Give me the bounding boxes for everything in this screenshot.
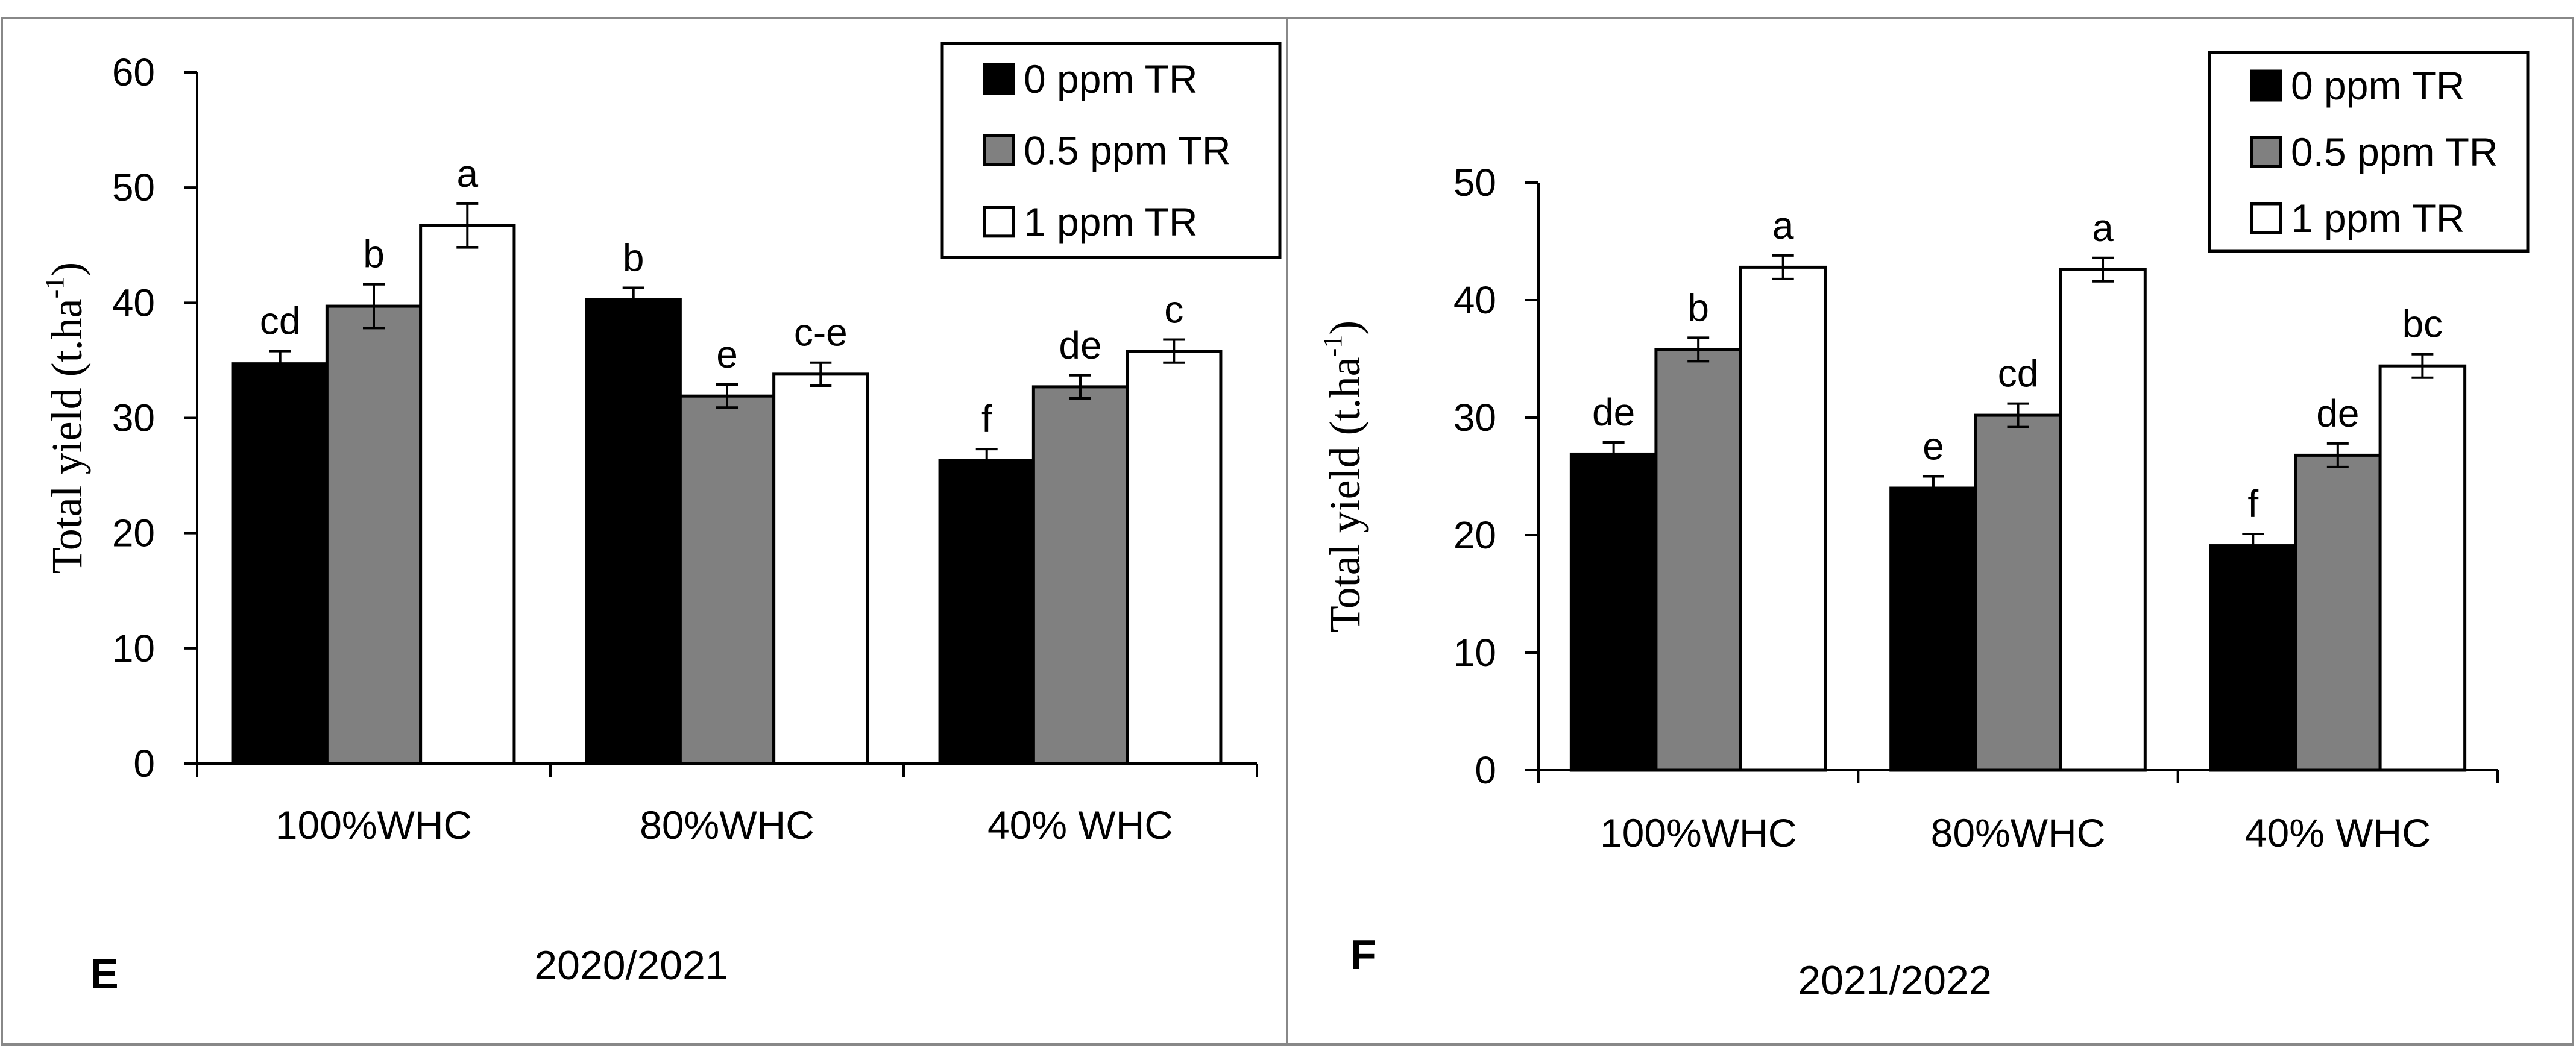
y-axis-label: Total yield (t.ha-1)	[1318, 321, 1369, 632]
chart-panel-e: 0 10 20 30 40 50 60 100%WHC 80%WHC 40% WHC cd b a b…	[40, 42, 1282, 997]
y-tick-label: 40	[112, 281, 155, 324]
y-tick-label: 40	[1453, 278, 1496, 322]
y-tick-label: 50	[1453, 161, 1496, 204]
x-tick-label: 100%WHC	[1600, 811, 1797, 855]
legend-swatch	[2250, 69, 2282, 102]
significance-letter: cd	[1998, 352, 2039, 395]
x-tick-label: 80%WHC	[640, 803, 814, 847]
significance-letter: b	[623, 236, 644, 279]
x-tick-label: 40% WHC	[2245, 811, 2431, 855]
significance-letter: de	[1592, 391, 1635, 434]
legend-label: 0 ppm TR	[1024, 57, 1198, 101]
y-tick-label: 50	[112, 166, 155, 209]
y-ticks: 0 10 20 30 40 50 60	[112, 51, 197, 785]
y-tick-label: 0	[1475, 748, 1496, 792]
legend: 0 ppm TR 0.5 ppm TR 1 ppm TR	[2208, 51, 2530, 253]
bar-group: de b a e cd a f de bc	[1569, 204, 2467, 772]
significance-letter: cd	[260, 300, 301, 343]
significance-letter: f	[2247, 482, 2258, 526]
legend-swatch	[983, 134, 1015, 166]
y-tick-label: 10	[1453, 631, 1496, 674]
bar	[585, 298, 682, 765]
panel-label: E	[90, 950, 119, 997]
bar-group: cd b a b e c-e f de c	[231, 152, 1223, 765]
bar	[2378, 364, 2467, 772]
legend-label: 1 ppm TR	[2291, 196, 2465, 240]
legend-label: 0.5 ppm TR	[2291, 130, 2498, 174]
bar	[1569, 452, 1658, 772]
bar	[772, 372, 869, 765]
significance-letter: c	[1164, 288, 1183, 331]
chart-panel-f: 0 10 20 30 40 50 100%WHC 80%WHC 40% WHC de b a e cd…	[1318, 51, 2530, 1003]
legend-label: 0 ppm TR	[2291, 63, 2465, 108]
bar	[2294, 453, 2382, 772]
y-tick-label: 10	[112, 627, 155, 670]
bar	[1889, 486, 1977, 772]
bar	[678, 394, 776, 765]
legend-label: 0.5 ppm TR	[1024, 128, 1231, 173]
significance-letter: e	[716, 333, 738, 376]
x-ticks: 100%WHC 80%WHC 40% WHC	[196, 764, 1258, 847]
legend-label: 1 ppm TR	[1024, 199, 1198, 244]
significance-letter: de	[2316, 392, 2359, 435]
bar	[1126, 350, 1223, 765]
significance-letter: a	[2092, 206, 2114, 249]
y-tick-label: 30	[112, 397, 155, 440]
bar	[2209, 544, 2297, 772]
significance-letter: bc	[2402, 303, 2443, 346]
season-label: 2020/2021	[534, 943, 728, 988]
season-label: 2021/2022	[1798, 958, 1991, 1003]
legend-swatch	[983, 206, 1015, 238]
legend-swatch	[983, 63, 1015, 95]
bar	[2059, 268, 2147, 772]
bar	[1974, 413, 2062, 772]
y-tick-label: 30	[1453, 396, 1496, 439]
bar	[1031, 385, 1129, 765]
x-tick-label: 40% WHC	[987, 803, 1173, 847]
bar	[419, 224, 516, 765]
panel-label: F	[1350, 931, 1376, 978]
bar	[1654, 348, 1742, 772]
y-tick-label: 60	[112, 51, 155, 94]
significance-letter: e	[1923, 425, 1944, 468]
significance-letter: f	[981, 397, 992, 441]
x-tick-label: 100%WHC	[276, 803, 472, 847]
significance-letter: a	[456, 152, 478, 195]
significance-letter: de	[1059, 324, 1101, 367]
bar	[1739, 265, 1827, 772]
y-ticks: 0 10 20 30 40 50	[1453, 161, 1538, 792]
x-tick-label: 80%WHC	[1931, 811, 2106, 855]
y-tick-label: 0	[133, 742, 155, 785]
bar	[231, 362, 329, 765]
bar	[325, 304, 423, 765]
y-tick-label: 20	[112, 512, 155, 555]
legend-swatch	[2250, 202, 2282, 234]
significance-letter: b	[363, 233, 385, 276]
significance-letter: a	[1772, 204, 1794, 247]
legend-swatch	[2250, 136, 2282, 168]
significance-letter: b	[1687, 286, 1709, 329]
y-tick-label: 20	[1453, 513, 1496, 557]
significance-letter: c-e	[794, 311, 848, 354]
y-axis-label: Total yield (t.ha-1)	[40, 262, 91, 574]
x-ticks: 100%WHC 80%WHC 40% WHC	[1537, 770, 2499, 855]
legend: 0 ppm TR 0.5 ppm TR 1 ppm TR	[940, 42, 1282, 259]
bar	[938, 459, 1035, 765]
